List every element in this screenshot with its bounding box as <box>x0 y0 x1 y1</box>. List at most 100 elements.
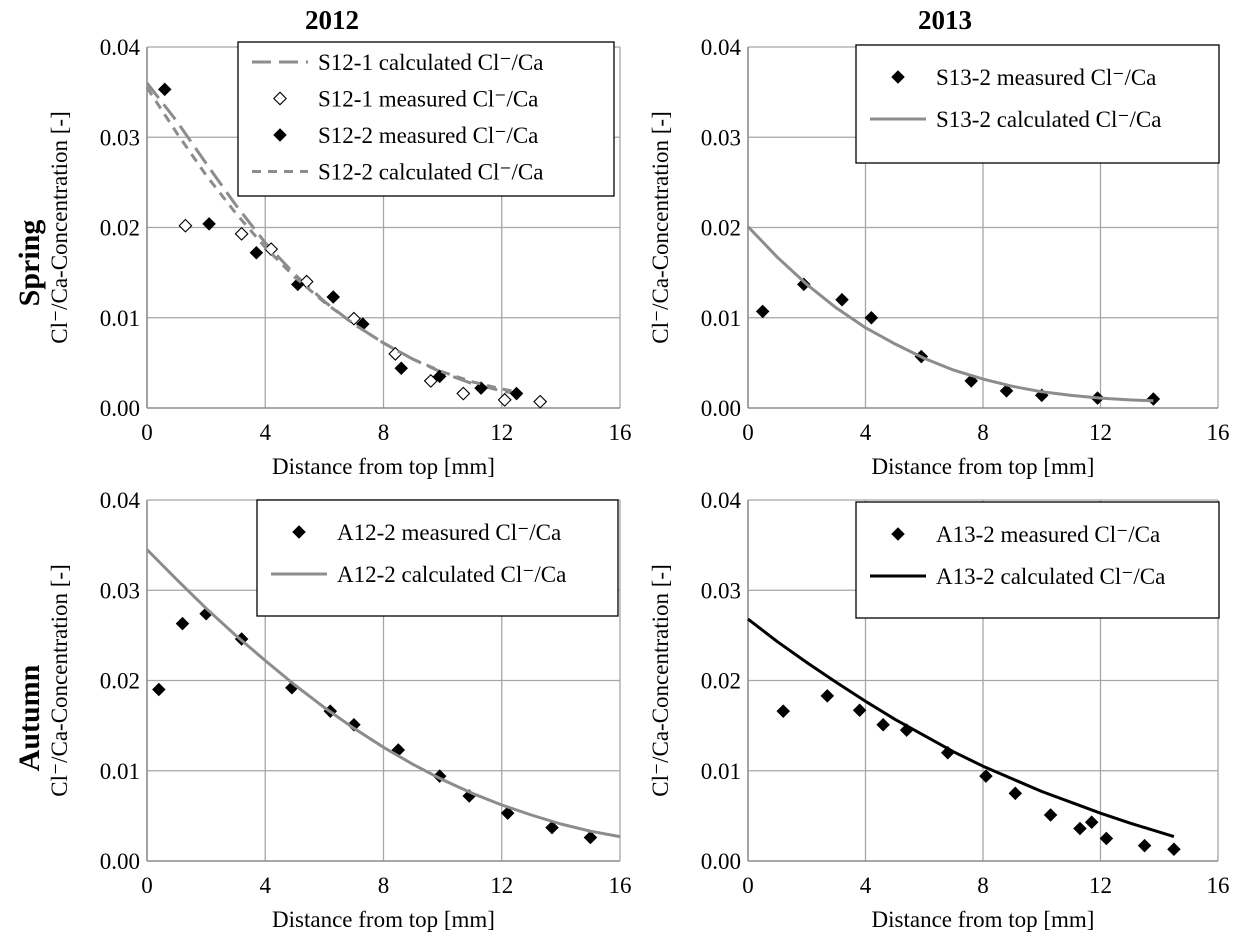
autumn-2012-x-axis-label: Distance from top [mm] <box>272 907 495 932</box>
spring-2012-data-point <box>497 392 512 407</box>
autumn-2012-series-line <box>145 548 621 839</box>
autumn-2012-legend-label: A12-2 measured Cl⁻/Ca <box>337 520 561 545</box>
autumn-2012-y-tick-label: 0.00 <box>100 849 140 874</box>
autumn-2013-x-tick-label: 8 <box>977 873 989 898</box>
spring-2012-x-tick-label: 0 <box>141 420 153 445</box>
autumn-2012-data-point <box>545 820 559 835</box>
spring-2012-series-line <box>145 86 517 394</box>
autumn-2012-x-tick-label: 4 <box>260 873 272 898</box>
spring-2012-data-point <box>423 373 438 388</box>
autumn-2012-data-point <box>432 769 447 783</box>
spring-2012-legend-swatch <box>273 91 287 106</box>
autumn-2013-y-axis-label: Cl⁻/Ca-Concentration [-] <box>648 564 673 797</box>
spring-2012-data-point <box>456 386 471 401</box>
autumn-2012-data-point <box>175 616 190 631</box>
spring-2013-x-tick-label: 12 <box>1089 420 1112 445</box>
autumn-2013-data-point <box>1008 786 1023 801</box>
chart-panel-autumn-2013: 0 4 8 12 16 0.00 0.01 0.02 0.03 0.04 Distance from… <box>648 488 1230 932</box>
autumn-2013-y-tick-label: 0.03 <box>701 578 741 603</box>
spring-2013-x-tick-label: 4 <box>860 420 872 445</box>
autumn-2012-legend-swatch <box>292 525 306 539</box>
spring-2013-legend: S13-2 measured Cl⁻/Ca S13-2 calculated Cl… <box>855 44 1220 164</box>
autumn-2013-legend-label: A13-2 measured Cl⁻/Ca <box>936 522 1160 547</box>
autumn-2012-legend-box <box>256 499 619 617</box>
spring-2012-y-tick-label: 0.03 <box>100 125 140 150</box>
spring-2013-legend-label: S13-2 measured Cl⁻/Ca <box>936 65 1156 90</box>
spring-2012-data-point <box>249 246 264 260</box>
spring-2013-x-tick-label: 0 <box>742 420 754 445</box>
spring-2013-legend-box <box>855 44 1220 164</box>
spring-2012-legend-label: S12-1 calculated Cl⁻/Ca <box>318 50 543 75</box>
spring-2012-data-point <box>533 394 548 409</box>
spring-2012-x-tick-label: 8 <box>378 420 390 445</box>
autumn-2013-data-point <box>1084 815 1099 829</box>
autumn-2012-x-tick-label: 16 <box>609 873 632 898</box>
chart-panel-spring-2012: 0 4 8 12 16 0.00 0.01 0.02 0.03 0.04 Distance from… <box>47 35 632 479</box>
autumn-2013-data-point <box>776 704 791 718</box>
autumn-2013-data-point <box>1137 838 1152 853</box>
autumn-2013-y-tick-label: 0.02 <box>701 669 741 694</box>
autumn-2012-data-point <box>583 830 598 845</box>
autumn-2012-y-tick-label: 0.01 <box>100 759 140 784</box>
autumn-2013-data-point <box>1099 831 1114 846</box>
autumn-2012-y-tick-label: 0.03 <box>100 578 140 603</box>
spring-2013-series-line <box>746 225 1154 403</box>
column-header-2013: 2013 <box>918 5 972 35</box>
autumn-2012-y-tick-label: 0.02 <box>100 669 140 694</box>
autumn-2013-x-tick-label: 16 <box>1207 873 1230 898</box>
autumn-2012-data-point <box>500 806 515 820</box>
autumn-2013-y-tick-label: 0.00 <box>701 849 741 874</box>
spring-2012-legend: S12-1 calculated Cl⁻/Ca S12-1 measured Cl… <box>237 41 615 197</box>
autumn-2013-data-point <box>876 717 890 732</box>
spring-2012-series-line <box>145 82 517 396</box>
spring-2012-legend-label: S12-2 measured Cl⁻/Ca <box>318 123 538 148</box>
spring-2013-legend-label: S13-2 calculated Cl⁻/Ca <box>936 107 1161 132</box>
spring-2012-y-tick-label: 0.02 <box>100 216 140 241</box>
spring-2012-data-point <box>202 217 216 231</box>
spring-2013-x-tick-label: 16 <box>1207 420 1230 445</box>
spring-2013-x-tick-label: 8 <box>977 420 989 445</box>
spring-2013-data-point <box>999 384 1014 398</box>
spring-2013-legend-swatch <box>891 70 905 84</box>
spring-2012-data-point <box>157 82 172 97</box>
autumn-2012-x-tick-label: 8 <box>378 873 390 898</box>
row-label-autumn: Autumn <box>13 664 46 771</box>
row-label-spring: Spring <box>13 220 46 307</box>
spring-2013-y-tick-label: 0.02 <box>701 216 741 241</box>
autumn-2013-legend-swatch <box>891 527 905 541</box>
autumn-2012-legend-label: A12-2 calculated Cl⁻/Ca <box>337 562 566 587</box>
spring-2012-x-tick-label: 4 <box>260 420 272 445</box>
spring-2012-data-point <box>509 386 524 401</box>
autumn-2013-y-tick-label: 0.04 <box>701 488 742 513</box>
autumn-2013-x-tick-label: 4 <box>860 873 872 898</box>
spring-2013-data-point <box>797 277 811 292</box>
autumn-2013-y-tick-label: 0.01 <box>701 759 741 784</box>
autumn-2012-data-point <box>152 682 166 697</box>
autumn-2012-y-tick-label: 0.04 <box>100 488 141 513</box>
spring-2012-y-tick-label: 0.04 <box>100 35 141 60</box>
spring-2013-y-tick-label: 0.03 <box>701 125 741 150</box>
spring-2012-x-tick-label: 16 <box>609 420 632 445</box>
spring-2012-data-point <box>178 218 193 233</box>
autumn-2013-legend: A13-2 measured Cl⁻/Ca A13-2 calculated Cl… <box>855 501 1220 619</box>
spring-2012-data-point <box>234 226 249 241</box>
spring-2012-y-axis-label: Cl⁻/Ca-Concentration [-] <box>47 111 72 344</box>
spring-2012-legend-swatch <box>273 128 287 142</box>
spring-2012-data-point <box>326 290 341 304</box>
autumn-2013-legend-label: A13-2 calculated Cl⁻/Ca <box>936 564 1165 589</box>
autumn-2012-x-tick-label: 12 <box>490 873 513 898</box>
spring-2012-data-point <box>394 361 409 376</box>
autumn-2013-data-point <box>979 769 993 783</box>
spring-2013-y-tick-label: 0.04 <box>701 35 742 60</box>
autumn-2013-data-point <box>1167 842 1181 857</box>
chart-panel-autumn-2012: 0 4 8 12 16 0.00 0.01 0.02 0.03 0.04 Distance from… <box>47 488 632 932</box>
spring-2013-data-point <box>864 310 879 325</box>
spring-2013-data-point <box>755 304 770 319</box>
column-header-2012: 2012 <box>305 5 359 35</box>
autumn-2013-data-point <box>1073 821 1087 836</box>
spring-2012-legend-label: S12-1 measured Cl⁻/Ca <box>318 87 538 112</box>
autumn-2013-data-point <box>820 689 835 703</box>
autumn-2013-x-tick-label: 12 <box>1089 873 1112 898</box>
spring-2013-y-axis-label: Cl⁻/Ca-Concentration [-] <box>648 111 673 344</box>
